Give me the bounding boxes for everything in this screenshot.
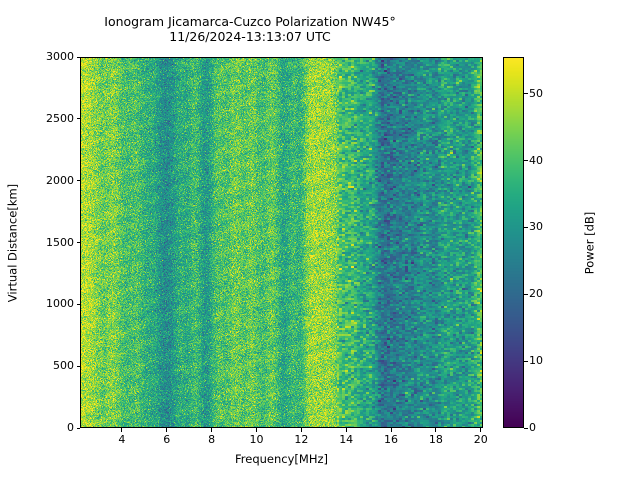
colorbar-tick-mark <box>524 226 528 228</box>
colorbar-tick-label: 20 <box>529 287 543 301</box>
y-tick-label: 2000 <box>46 173 74 187</box>
colorbar-tick-label: 40 <box>529 153 543 167</box>
y-tick-label: 3000 <box>46 50 74 63</box>
colorbar-gradient <box>504 58 523 427</box>
ionogram-plot-area <box>80 57 483 428</box>
colorbar-tick-mark <box>524 293 528 295</box>
x-tick-label: 6 <box>163 433 171 446</box>
colorbar-tick-label: 50 <box>529 86 543 100</box>
x-tick-mark <box>121 428 123 432</box>
colorbar-tick-label: 10 <box>529 354 543 368</box>
y-axis-label: Virtual Distance[km] <box>5 183 20 303</box>
y-tick-mark <box>76 427 80 429</box>
colorbar-tick-label: 0 <box>529 421 536 434</box>
colorbar-tick-mark <box>524 160 528 162</box>
y-tick-label: 0 <box>67 421 74 434</box>
ionogram-heatmap <box>81 58 482 427</box>
y-tick-label: 500 <box>53 359 74 373</box>
x-tick-label: 12 <box>294 433 309 446</box>
y-tick-label: 1000 <box>46 297 74 311</box>
x-tick-label: 4 <box>118 433 126 446</box>
y-tick-label: 1500 <box>46 235 74 249</box>
x-tick-label: 14 <box>339 433 354 446</box>
y-tick-mark <box>76 180 80 182</box>
x-tick-label: 18 <box>428 433 443 446</box>
x-tick-mark <box>390 428 392 432</box>
x-tick-mark <box>345 428 347 432</box>
y-tick-label: 2500 <box>46 111 74 125</box>
colorbar-tick-label: 30 <box>529 220 543 234</box>
page-title: Ionogram Jicamarca-Cuzco Polarization NW… <box>104 14 396 44</box>
y-tick-mark <box>76 56 80 58</box>
colorbar-tick-mark <box>524 93 528 95</box>
y-tick-mark <box>76 118 80 120</box>
x-tick-label: 16 <box>384 433 399 446</box>
colorbar <box>503 57 524 428</box>
x-tick-mark <box>300 428 302 432</box>
x-tick-mark <box>480 428 482 432</box>
x-tick-mark <box>255 428 257 432</box>
x-tick-mark <box>435 428 437 432</box>
x-tick-mark <box>211 428 213 432</box>
x-tick-mark <box>166 428 168 432</box>
x-tick-label: 10 <box>249 433 264 446</box>
x-tick-label: 20 <box>473 433 488 446</box>
colorbar-label: Power [dB] <box>582 211 597 275</box>
y-tick-mark <box>76 242 80 243</box>
x-tick-label: 8 <box>208 433 216 446</box>
colorbar-tick-mark <box>524 427 528 429</box>
y-tick-mark <box>76 303 80 305</box>
x-axis-label: Frequency[MHz] <box>235 452 328 466</box>
colorbar-tick-mark <box>524 360 528 362</box>
y-tick-mark <box>76 365 80 367</box>
